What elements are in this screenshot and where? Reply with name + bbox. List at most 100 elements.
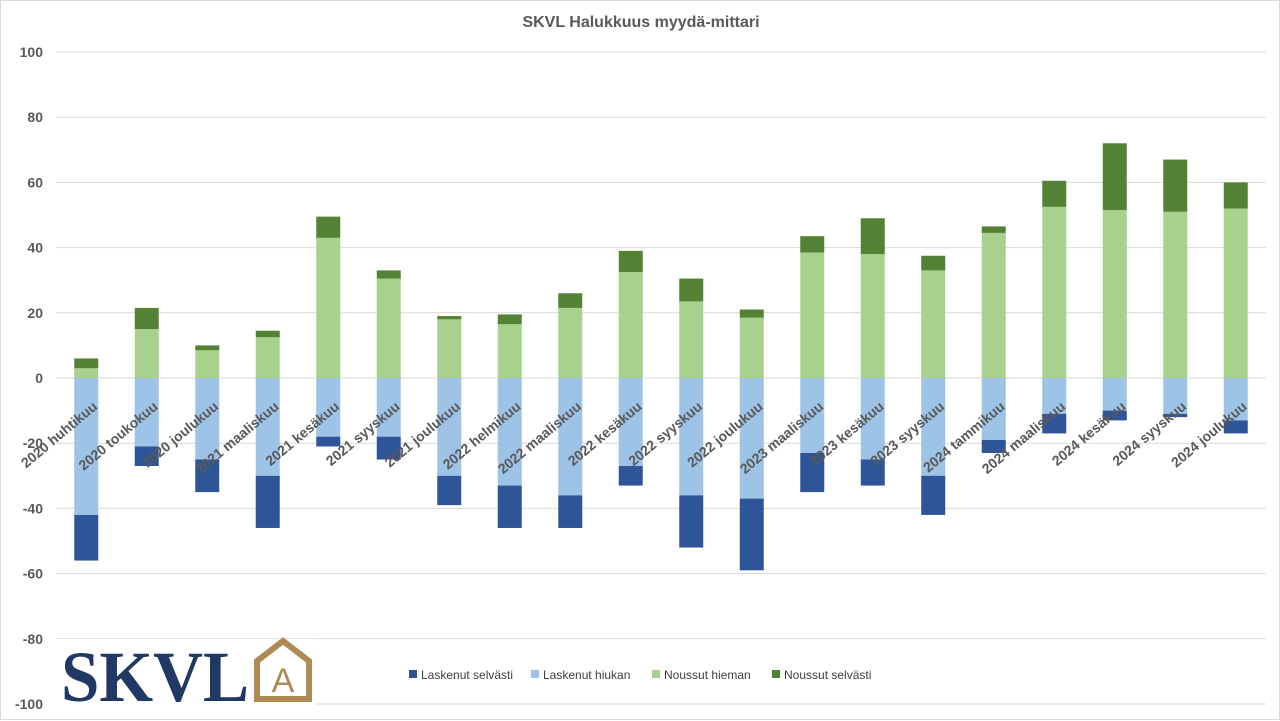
y-tick-label: 40	[27, 240, 43, 256]
bar-segment	[800, 252, 825, 378]
bar-segment	[800, 452, 825, 493]
legend-label: Laskenut selvästi	[421, 668, 513, 682]
bar-segment	[376, 270, 401, 279]
bar-segment	[1042, 180, 1067, 207]
bar-segment	[558, 293, 583, 308]
y-tick-label: -60	[23, 566, 43, 582]
legend-item: Laskenut selvästi	[409, 668, 513, 682]
legend-item: Noussut hieman	[652, 668, 751, 682]
legend-label: Noussut hieman	[664, 668, 751, 682]
bar-segment	[618, 466, 643, 486]
bar-segment	[1163, 159, 1188, 212]
bar-segment	[800, 378, 825, 453]
bar-segment	[1223, 420, 1248, 434]
legend-item: Laskenut hiukan	[531, 668, 630, 682]
bar-segment	[1102, 378, 1127, 411]
bar-segment	[497, 485, 522, 528]
bar-segment	[134, 446, 159, 467]
bar-segment	[437, 475, 462, 506]
logo-text: SKVL	[61, 637, 249, 717]
bar-segment	[618, 250, 643, 273]
bar-segment	[74, 514, 99, 561]
bar-segment	[679, 278, 704, 302]
bar-segment	[921, 475, 946, 515]
bar-segment	[134, 378, 159, 447]
bar-segment	[921, 255, 946, 271]
bar-segment	[860, 378, 885, 460]
chart-title: SKVL Halukkuus myydä-mittari	[522, 14, 759, 31]
bar-segment	[679, 301, 704, 378]
bar-segment	[558, 495, 583, 528]
bar-segment	[74, 358, 99, 369]
bar-segment	[497, 324, 522, 378]
bar-segment	[316, 216, 341, 238]
legend-swatch	[772, 670, 780, 678]
bar-segment	[618, 378, 643, 467]
bar-segment	[860, 218, 885, 255]
y-tick-label: 80	[27, 109, 43, 125]
bar-segment	[1042, 413, 1067, 434]
bar-segment	[1223, 208, 1248, 378]
bar-segment	[860, 459, 885, 486]
bar-segment	[981, 226, 1006, 233]
bar-segment	[195, 345, 220, 351]
bar-segment	[981, 439, 1006, 453]
bar-segment	[1042, 378, 1067, 414]
bar-segment	[739, 498, 764, 571]
bar-segment	[195, 459, 220, 493]
bar-segment	[1102, 410, 1127, 421]
y-tick-label: 100	[20, 44, 44, 60]
y-tick-label: -80	[23, 631, 43, 647]
bar-segment	[860, 254, 885, 378]
y-tick-label: -20	[23, 435, 43, 451]
bar-segment	[800, 236, 825, 253]
y-tick-label: 20	[27, 305, 43, 321]
bar-segment	[739, 378, 764, 499]
bar-segment	[679, 378, 704, 496]
bar-segment	[134, 307, 159, 330]
logo-mark: A	[272, 662, 295, 700]
bar-segment	[316, 378, 341, 437]
bar-segment	[1223, 182, 1248, 209]
bar-segment	[1163, 413, 1188, 418]
bar-segment	[316, 237, 341, 378]
bar-segment	[921, 378, 946, 476]
bar-segment	[739, 317, 764, 378]
skvl-logo: SKVL A	[53, 637, 315, 719]
bar-segment	[497, 314, 522, 325]
bar-segment	[1163, 378, 1188, 414]
bar-segment	[376, 436, 401, 460]
bar-segment	[437, 316, 462, 320]
bar-segment	[921, 270, 946, 378]
legend: Laskenut selvästi Laskenut hiukan Noussut …	[409, 668, 871, 682]
legend-swatch	[409, 670, 417, 678]
bar-segment	[437, 378, 462, 476]
bar-segment	[195, 350, 220, 378]
bar-segment	[981, 378, 1006, 440]
bar-segment	[255, 475, 280, 528]
bar-segment	[74, 368, 99, 378]
bar-segment	[437, 319, 462, 378]
bar-segment	[195, 378, 220, 460]
legend-swatch	[531, 670, 539, 678]
bar-segment	[134, 329, 159, 378]
bar-segment	[497, 378, 522, 486]
bar-segment	[255, 337, 280, 378]
bar-segment	[558, 307, 583, 378]
bar-segment	[1223, 378, 1248, 421]
legend-label: Noussut selvästi	[784, 668, 871, 682]
bar-segment	[74, 378, 99, 515]
bar-segment	[1042, 206, 1067, 378]
bar-segment	[739, 309, 764, 318]
logo-house-icon: A	[254, 637, 312, 702]
y-tick-label: -40	[23, 500, 43, 516]
y-axis-ticks: 100 80 60 40 20 0 -20 -40 -60 -80 -100	[15, 44, 43, 712]
bar-segment	[255, 330, 280, 338]
bar-segment	[1102, 210, 1127, 378]
legend-item: Noussut selvästi	[772, 668, 871, 682]
y-tick-label: 0	[35, 370, 43, 386]
bar-segment	[376, 278, 401, 378]
y-tick-label: -100	[15, 696, 43, 712]
bar-segment	[316, 436, 341, 447]
